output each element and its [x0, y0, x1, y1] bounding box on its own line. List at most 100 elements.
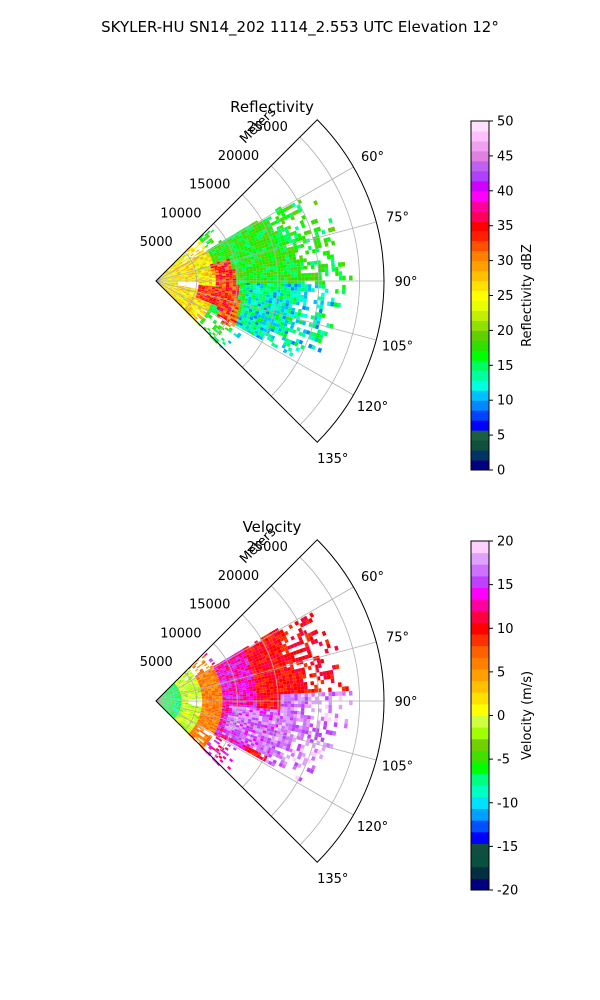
radar-gate: [199, 735, 204, 739]
radar-gate: [180, 271, 184, 273]
radar-gate: [263, 672, 268, 677]
radar-gate: [224, 714, 229, 717]
radar-gate: [296, 259, 301, 264]
radar-gate: [277, 239, 282, 244]
radar-gate: [218, 269, 222, 272]
radar-gate: [226, 248, 231, 252]
radar-gate: [255, 297, 259, 301]
radar-gate: [177, 274, 181, 277]
radar-gate: [261, 226, 266, 231]
radar-gate: [313, 629, 319, 635]
radar-gate: [207, 676, 212, 680]
radar-gate: [164, 282, 168, 283]
radar-gate: [171, 697, 175, 699]
radar-gate: [208, 279, 213, 281]
radar-gate: [204, 289, 209, 292]
radar-gate: [169, 713, 173, 717]
radar-gate: [219, 759, 224, 763]
radar-gate: [166, 285, 170, 288]
radar-gate: [187, 670, 191, 674]
radar-gate: [242, 705, 247, 708]
radar-gate: [174, 276, 178, 278]
radar-gate: [196, 267, 201, 270]
radar-gate: [165, 707, 169, 710]
radar-gate: [269, 294, 274, 298]
radar-gate: [161, 699, 165, 701]
radar-gate: [273, 706, 278, 710]
radar-gate: [304, 273, 308, 277]
radar-gate: [219, 249, 224, 253]
radar-gate: [289, 651, 294, 657]
radar-gate: [197, 710, 201, 712]
radar-gate: [287, 740, 292, 745]
radar-gate: [179, 290, 183, 293]
radar-gate: [169, 287, 173, 290]
radar-gate: [204, 710, 208, 713]
radar-gate: [228, 253, 233, 257]
radar-gate: [259, 650, 264, 655]
radar-gate: [253, 283, 257, 286]
radar-gate: [204, 259, 209, 262]
radar-gate: [255, 685, 260, 689]
radar-gate: [204, 689, 208, 692]
colorbar-segment: [471, 340, 489, 351]
radar-gate: [174, 284, 178, 286]
radar-gate: [244, 231, 249, 236]
radar-gate: [271, 254, 275, 258]
radar-gate: [310, 630, 316, 636]
radar-gate: [249, 703, 254, 706]
radar-gate: [223, 669, 227, 673]
radar-gate: [202, 282, 206, 284]
radar-gate: [219, 277, 223, 280]
radar-gate: [173, 714, 177, 718]
radar-gate: [261, 219, 266, 224]
radar-gate: [280, 271, 284, 275]
radar-gate: [172, 691, 176, 693]
radar-gate: [213, 724, 218, 728]
radar-gate: [246, 654, 251, 658]
radar-gate: [165, 692, 169, 695]
radar-gate: [206, 230, 211, 234]
radar-gate: [199, 723, 204, 726]
radar-gate: [205, 672, 210, 676]
radar-gate: [201, 706, 206, 709]
radar-gate: [266, 320, 271, 325]
radar-gate: [216, 297, 221, 300]
radar-gate: [301, 332, 306, 338]
radar-gate: [196, 685, 200, 688]
radar-gate: [212, 261, 217, 264]
radar-gate: [246, 647, 251, 652]
radar-gate: [322, 251, 327, 256]
radar-gate: [199, 315, 204, 319]
radar-gate: [307, 715, 311, 720]
radar-gate: [254, 300, 259, 304]
radar-gate: [210, 675, 215, 678]
radar-gate: [187, 288, 191, 290]
radar-gate: [215, 693, 219, 695]
radar-gate: [275, 233, 280, 238]
radar-gate: [208, 679, 213, 682]
radar-gate: [270, 762, 276, 767]
radar-gate: [294, 697, 298, 701]
radar-gate: [166, 693, 170, 696]
radar-gate: [188, 727, 192, 731]
radar-gate: [240, 719, 245, 723]
radar-gate: [188, 265, 193, 268]
radar-gate: [244, 248, 249, 252]
radar-gate: [186, 292, 190, 295]
radar-gate: [169, 685, 173, 689]
radar-gate: [174, 686, 178, 689]
radar-gate: [235, 244, 240, 248]
radar-gate: [165, 708, 169, 711]
radar-gate: [162, 273, 166, 276]
radar-gate: [239, 698, 244, 701]
radar-gate: [215, 302, 219, 305]
radar-gate: [297, 686, 301, 691]
radar-gate: [179, 710, 184, 712]
radar-gate: [283, 286, 288, 291]
radar-gate: [224, 253, 229, 257]
radar-gate: [221, 320, 226, 324]
radar-gate: [234, 249, 238, 253]
radar-gate: [283, 709, 288, 714]
radar-gate: [259, 326, 264, 331]
